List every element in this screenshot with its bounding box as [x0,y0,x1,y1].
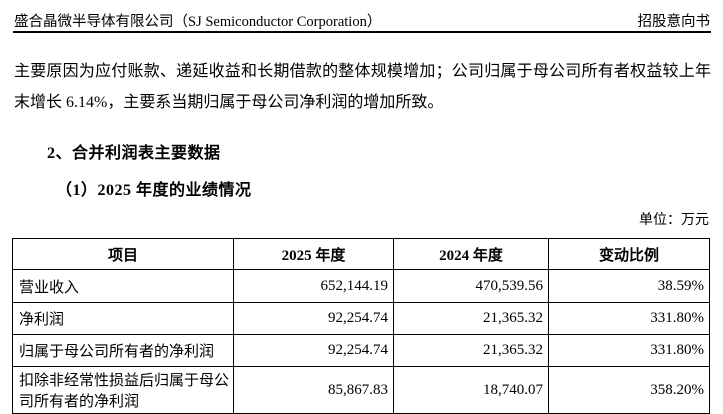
page-header: 盛合晶微半导体有限公司（SJ Semiconductor Corporation… [14,10,710,31]
value-cell: 92,254.74 [233,302,394,335]
sub-heading: （1）2025 年度的业绩情况 [56,182,252,199]
section-heading: 2、合并利润表主要数据 [47,145,221,162]
header-cell-2024: 2024 年度 [393,238,549,270]
value-cell: 92,254.74 [233,334,394,367]
item-label-cell: 归属于母公司所有者的净利润 [12,334,234,367]
value-cell: 652,144.19 [233,269,394,303]
header-cell-change: 变动比例 [548,238,710,270]
header-cell-2025: 2025 年度 [233,238,394,270]
table-row: 归属于母公司所有者的净利润 92,254.74 21,365.32 331.80% [12,334,710,367]
value-cell: 38.59% [548,269,710,303]
income-statement-table: 项目 2025 年度 2024 年度 变动比例 营业收入 652,144.19 47… [12,238,710,414]
table-row: 净利润 92,254.74 21,365.32 331.80% [12,302,710,335]
value-cell: 331.80% [548,334,710,367]
table-header-row: 项目 2025 年度 2024 年度 变动比例 [12,238,710,270]
table-body: 营业收入 652,144.19 470,539.56 38.59% 净利润 92,254.… [12,269,710,414]
table-row: 扣除非经常性损益后归属于母公司所有者的净利润 85,867.83 18,740.07… [12,366,710,414]
value-cell: 358.20% [548,366,710,414]
body-paragraph: 主要原因为应付账款、递延收益和长期借款的整体规模增加；公司归属于母公司所有者权益… [14,63,711,111]
value-cell: 331.80% [548,302,710,335]
value-cell: 85,867.83 [233,366,394,414]
value-cell: 470,539.56 [393,269,549,303]
company-name: 盛合晶微半导体有限公司（SJ Semiconductor Corporation… [14,14,382,30]
doc-type-label: 招股意向书 [637,14,711,30]
value-cell: 21,365.32 [393,334,549,367]
header-cell-item: 项目 [12,238,234,270]
table-header: 项目 2025 年度 2024 年度 变动比例 [12,238,710,270]
unit-label: 单位：万元 [639,213,709,228]
value-cell: 21,365.32 [393,302,549,335]
header-divider [13,31,711,33]
item-label-cell: 净利润 [12,302,234,335]
item-label-cell: 扣除非经常性损益后归属于母公司所有者的净利润 [12,366,234,414]
table-row: 营业收入 652,144.19 470,539.56 38.59% [12,269,710,303]
item-label-cell: 营业收入 [12,269,234,303]
value-cell: 18,740.07 [393,366,549,414]
